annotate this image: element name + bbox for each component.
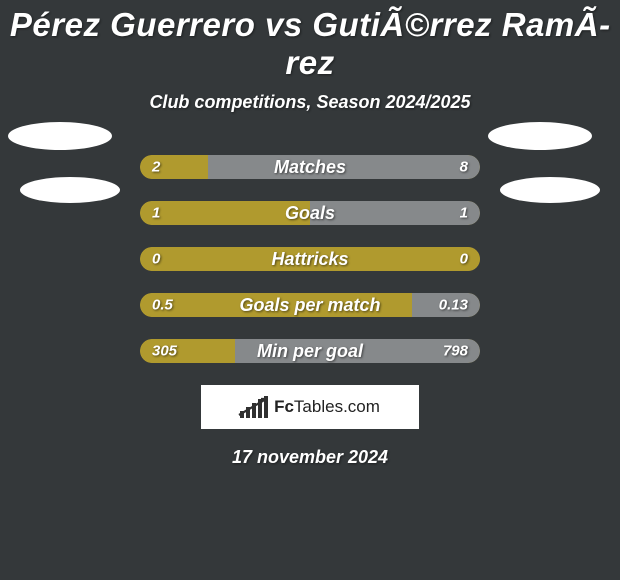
player-right-photo-1 <box>488 122 592 150</box>
logo-text: FcTables.com <box>274 397 380 417</box>
player-left-photo-2 <box>20 177 120 203</box>
stat-bar: 11Goals <box>140 201 480 225</box>
stat-bar: 305798Min per goal <box>140 339 480 363</box>
date: 17 november 2024 <box>0 447 620 468</box>
comparison-card: Pérez Guerrero vs GutiÃ©rrez RamÃ­rez Cl… <box>0 0 620 580</box>
stat-label: Goals per match <box>140 295 480 316</box>
stat-label: Hattricks <box>140 249 480 270</box>
fctables-logo[interactable]: FcTables.com <box>201 385 419 429</box>
player-right-photo-2 <box>500 177 600 203</box>
stat-label: Min per goal <box>140 341 480 362</box>
stat-label: Goals <box>140 203 480 224</box>
player-left-photo-1 <box>8 122 112 150</box>
stat-bar: 28Matches <box>140 155 480 179</box>
page-title: Pérez Guerrero vs GutiÃ©rrez RamÃ­rez <box>0 0 620 82</box>
stat-label: Matches <box>140 157 480 178</box>
stat-bar: 0.50.13Goals per match <box>140 293 480 317</box>
stat-bar: 00Hattricks <box>140 247 480 271</box>
logo-bars-icon <box>240 396 268 418</box>
subtitle: Club competitions, Season 2024/2025 <box>0 92 620 113</box>
